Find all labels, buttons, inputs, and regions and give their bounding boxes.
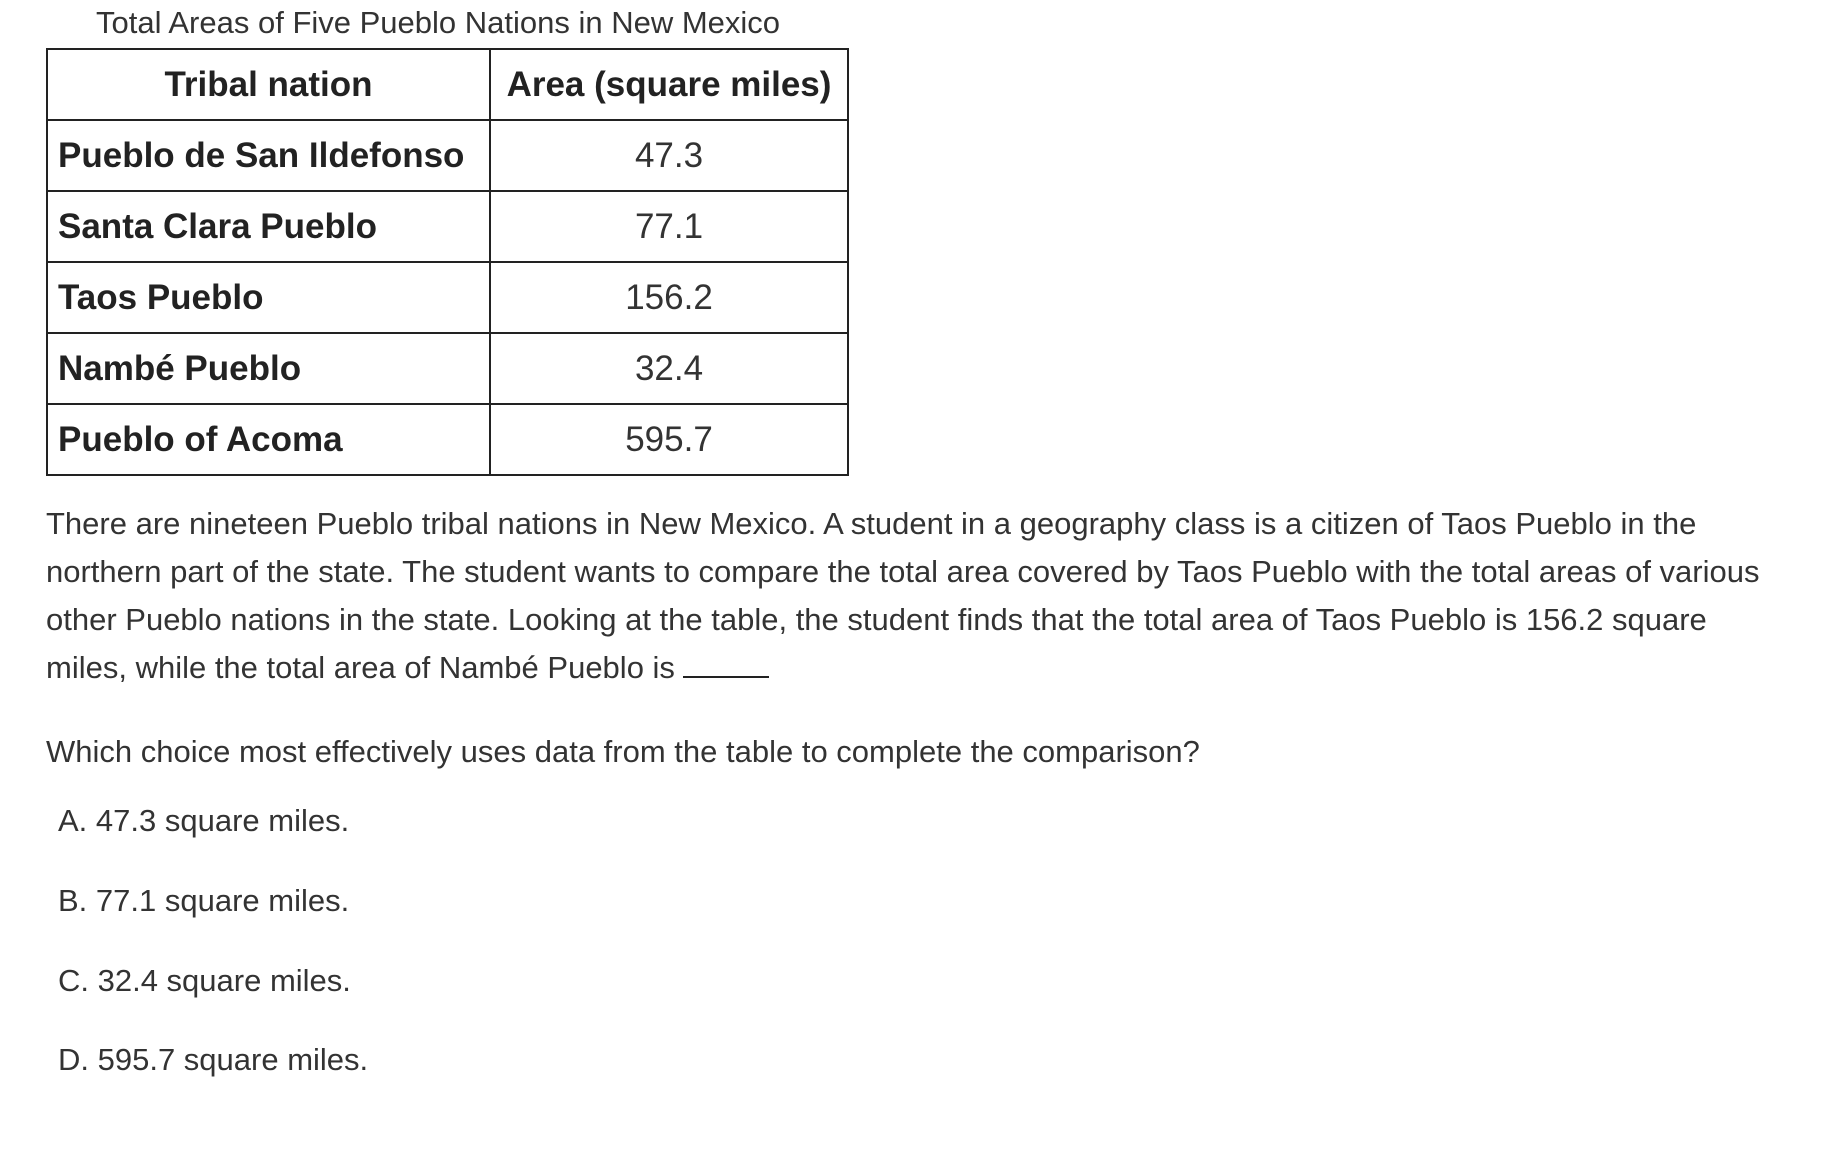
passage-text: There are nineteen Pueblo tribal nations… — [46, 506, 1760, 685]
area-cell: 32.4 — [489, 332, 849, 405]
answer-choice-c[interactable]: C. 32.4 square miles. — [58, 963, 351, 998]
table-row: Pueblo de San Ildefonso 47.3 — [46, 119, 849, 192]
question-stem: Which choice most effectively uses data … — [46, 734, 1200, 769]
passage: There are nineteen Pueblo tribal nations… — [46, 500, 1786, 692]
table-row: Pueblo of Acoma 595.7 — [46, 403, 849, 476]
tribal-nation-cell: Pueblo de San Ildefonso — [46, 119, 491, 192]
answer-choice-d[interactable]: D. 595.7 square miles. — [58, 1042, 369, 1077]
area-cell: 47.3 — [489, 119, 849, 192]
area-cell: 595.7 — [489, 403, 849, 476]
table-caption: Total Areas of Five Pueblo Nations in Ne… — [96, 5, 781, 40]
pueblo-area-table: Tribal nation Area (square miles) Pueblo… — [46, 48, 849, 476]
column-header-area: Area (square miles) — [489, 48, 849, 121]
area-cell: 156.2 — [489, 261, 849, 334]
tribal-nation-cell: Taos Pueblo — [46, 261, 491, 334]
answer-choice-a[interactable]: A. 47.3 square miles. — [58, 803, 350, 838]
tribal-nation-cell: Nambé Pueblo — [46, 332, 491, 405]
table-row: Taos Pueblo 156.2 — [46, 261, 849, 334]
table-row: Nambé Pueblo 32.4 — [46, 332, 849, 405]
tribal-nation-cell: Santa Clara Pueblo — [46, 190, 491, 263]
column-header-tribal-nation: Tribal nation — [46, 48, 491, 121]
table-row: Santa Clara Pueblo 77.1 — [46, 190, 849, 263]
answer-choice-b[interactable]: B. 77.1 square miles. — [58, 883, 350, 918]
table-header-row: Tribal nation Area (square miles) — [46, 48, 849, 121]
fill-in-blank — [682, 654, 769, 678]
area-cell: 77.1 — [489, 190, 849, 263]
tribal-nation-cell: Pueblo of Acoma — [46, 403, 491, 476]
